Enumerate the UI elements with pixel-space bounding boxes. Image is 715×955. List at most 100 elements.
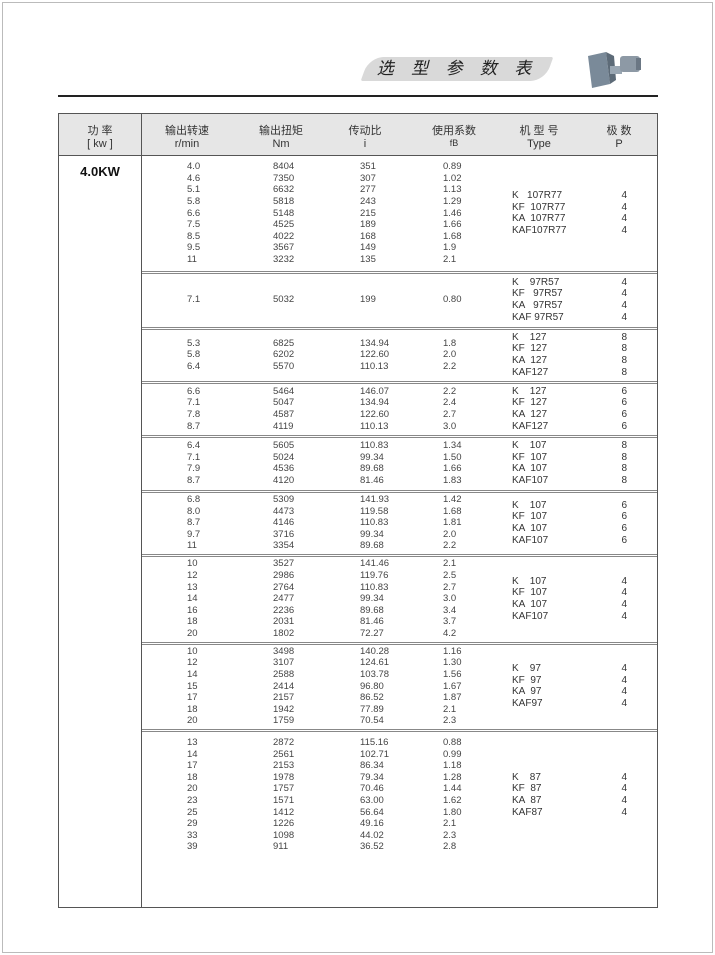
ratio-column-cell: 99.34 xyxy=(360,528,384,540)
ratio-column-cell: 102.71 xyxy=(360,748,390,760)
ratio-column-cell: 215 xyxy=(360,207,376,219)
factor-column-cell: 2.7 xyxy=(443,408,457,420)
torque-column-cell: 3232 xyxy=(273,254,295,266)
factor-column-cell: 1.66 xyxy=(443,463,462,475)
type-list: K 87 KF 87 KA 87 KAF87 xyxy=(512,772,543,818)
ratio-column-cell: 307 xyxy=(360,172,376,184)
page-title: 选 型 参 数 表 xyxy=(376,59,538,79)
ratio-column-cell: 81.46 xyxy=(360,616,384,628)
type-list: K 127 KF 127 KA 127 KAF127 xyxy=(512,332,548,378)
torque-column-cell: 3354 xyxy=(273,540,295,552)
type-list-cell: KF 127 xyxy=(512,343,548,355)
factor-column-cell: 2.4 xyxy=(443,397,457,409)
pole-list-cell: 4 xyxy=(621,190,627,202)
pole-list-cell: 4 xyxy=(621,794,627,806)
type-list-cell: KF 97 xyxy=(512,674,542,686)
torque-column: 3498 3107 2588 2414 2157 1942 1759 xyxy=(273,646,294,727)
pole-list-cell: 6 xyxy=(621,408,627,420)
speed-column-cell: 18 xyxy=(187,616,198,628)
torque-column-cell: 5148 xyxy=(273,207,295,219)
factor-column: 1.42 1.68 1.81 2.0 2.2 xyxy=(443,494,462,552)
torque-column-cell: 2153 xyxy=(273,760,295,772)
header-torque-unit: Nm xyxy=(272,138,290,150)
torque-column-cell: 5309 xyxy=(273,494,295,505)
ratio-column-cell: 199 xyxy=(360,294,376,306)
ratio-column: 141.93 119.58 110.83 99.34 89.68 xyxy=(360,494,389,552)
speed-column-cell: 6.6 xyxy=(187,207,201,219)
factor-column-cell: 1.42 xyxy=(443,494,462,505)
type-list-cell: KAF107 xyxy=(512,534,549,546)
torque-column-cell: 7350 xyxy=(273,172,295,184)
torque-column-cell: 6632 xyxy=(273,184,295,196)
ratio-column-cell: 81.46 xyxy=(360,475,384,487)
header-factor: 使用系数 xyxy=(432,125,476,137)
torque-column-cell: 2157 xyxy=(273,692,295,704)
selection-group: 7.1 5032 199 0.80 K 97R57 KF 97R57 KA 97R57 KAF… xyxy=(142,271,657,330)
speed-column-cell: 10 xyxy=(187,558,198,570)
torque-column-cell: 4022 xyxy=(273,230,295,242)
factor-column-cell: 0.99 xyxy=(443,748,462,760)
type-list: K 107 KF 107 KA 107 KAF107 xyxy=(512,440,548,486)
factor-column-cell: 1.30 xyxy=(443,657,462,669)
type-list: K 97R57 KF 97R57 KA 97R57 KAF 97R57 xyxy=(512,277,564,323)
torque-column-cell: 2477 xyxy=(273,593,295,605)
torque-column-cell: 5464 xyxy=(273,385,295,397)
factor-column: 0.88 0.99 1.18 1.28 1.44 1.62 1.80 2.1 2.3 2.8 xyxy=(443,737,462,853)
factor-column-cell: 1.44 xyxy=(443,783,462,795)
type-list-cell: KA 97R57 xyxy=(512,299,563,311)
ratio-column-cell: 119.58 xyxy=(360,505,389,517)
torque-column: 5309 4473 4146 3716 3354 xyxy=(273,494,294,552)
speed-column-cell: 6.8 xyxy=(187,494,201,505)
speed-column-cell: 18 xyxy=(187,703,198,715)
speed-column-cell: 18 xyxy=(187,771,198,783)
ratio-column-cell: 103.78 xyxy=(360,669,390,681)
torque-column: 2872 2561 2153 1978 1757 1571 1412 1226 1098 911 xyxy=(273,737,294,853)
torque-column-cell: 3498 xyxy=(273,645,295,657)
type-list-cell: KF 97R57 xyxy=(512,288,563,300)
type-list-cell: KAF97 xyxy=(512,698,543,710)
factor-column-cell: 2.2 xyxy=(443,385,457,397)
pole-list-cell: 4 xyxy=(621,587,627,599)
factor-column-cell: 1.13 xyxy=(443,184,462,196)
type-list-cell: K 107R77 xyxy=(512,190,563,202)
torque-column-cell: 4536 xyxy=(273,463,295,475)
ratio-column: 110.83 99.34 89.68 81.46 xyxy=(360,440,388,486)
pole-list-cell: 4 xyxy=(621,213,627,225)
torque-column-cell: 1757 xyxy=(273,783,295,795)
torque-column-cell: 4119 xyxy=(273,420,294,432)
selection-group: 6.6 7.1 7.8 8.7 5464 5047 4587 4119 146.07 134.94… xyxy=(142,381,657,438)
ratio-column: 115.16 102.71 86.34 79.34 70.46 63.00 56.64 49.… xyxy=(360,737,389,853)
speed-column-cell: 7.5 xyxy=(187,219,201,231)
type-list-cell: KA 107R77 xyxy=(512,213,566,225)
factor-column: 1.8 2.0 2.2 xyxy=(443,338,456,373)
type-list: K 107R77 KF 107R77 KA 107R77 KAF107R77 xyxy=(512,190,566,236)
type-list-cell: KA 107 xyxy=(512,598,548,610)
factor-column-cell: 1.81 xyxy=(443,517,462,529)
factor-column-cell: 2.0 xyxy=(443,349,457,361)
ratio-column-cell: 115.16 xyxy=(360,737,389,748)
torque-column-cell: 1226 xyxy=(273,818,295,830)
speed-column-cell: 8.7 xyxy=(187,517,201,529)
torque-column: 6825 6202 5570 xyxy=(273,338,294,373)
speed-column: 6.6 7.1 7.8 8.7 xyxy=(187,386,200,432)
speed-column-cell: 7.1 xyxy=(187,294,201,306)
selection-group: 6.4 7.1 7.9 8.7 5605 5024 4536 4120 110.83 99.34 8… xyxy=(142,435,657,493)
header-type-unit: Type xyxy=(527,138,551,150)
factor-column-cell: 1.16 xyxy=(443,645,462,657)
factor-column: 1.34 1.50 1.66 1.83 xyxy=(443,440,462,486)
pole-list-cell: 6 xyxy=(621,385,627,397)
ratio-column-cell: 44.02 xyxy=(360,829,384,841)
pole-list-cell: 4 xyxy=(621,575,627,587)
header-type: 机 型 号 xyxy=(519,125,559,137)
pole-list-cell: 4 xyxy=(621,698,627,710)
pole-list-cell: 8 xyxy=(621,451,627,463)
speed-column-cell: 5.8 xyxy=(187,349,201,361)
ratio-column-cell: 77.89 xyxy=(360,703,384,715)
ratio-column-cell: 351 xyxy=(360,161,376,173)
torque-column-cell: 3527 xyxy=(273,558,295,570)
ratio-column: 146.07 134.94 122.60 110.13 xyxy=(360,386,389,432)
ratio-column: 351 307 277 243 215 189 168 149 135 xyxy=(360,161,376,265)
